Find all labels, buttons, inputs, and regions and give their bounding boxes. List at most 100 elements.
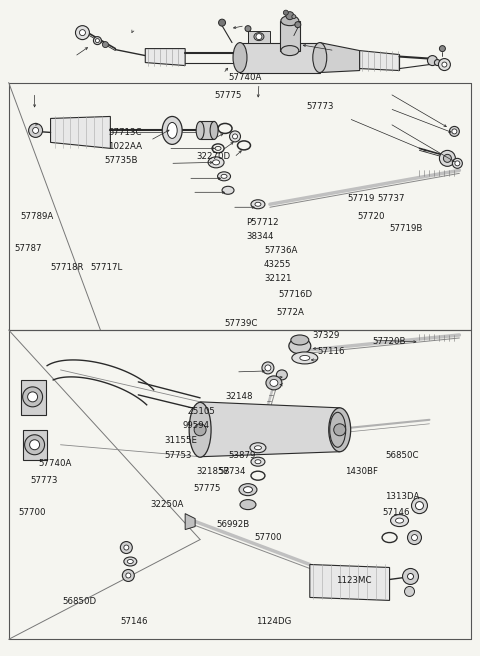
Ellipse shape [265, 365, 271, 371]
Text: 32270D: 32270D [196, 152, 230, 161]
Ellipse shape [291, 335, 309, 345]
Ellipse shape [313, 43, 327, 73]
Circle shape [80, 30, 85, 35]
Ellipse shape [240, 500, 256, 510]
Text: 57734: 57734 [218, 466, 246, 476]
Text: 1123MC: 1123MC [336, 577, 371, 585]
Text: 32250A: 32250A [150, 500, 184, 508]
Ellipse shape [243, 487, 252, 493]
Circle shape [403, 569, 419, 584]
Text: 57146: 57146 [383, 508, 410, 517]
Circle shape [442, 62, 447, 67]
Ellipse shape [329, 408, 351, 452]
Text: 53879: 53879 [228, 451, 255, 460]
Polygon shape [50, 117, 110, 148]
Ellipse shape [127, 560, 133, 564]
Polygon shape [240, 43, 320, 73]
Ellipse shape [262, 362, 274, 374]
Polygon shape [145, 49, 185, 66]
Circle shape [334, 424, 346, 436]
Circle shape [283, 10, 288, 15]
Ellipse shape [270, 379, 278, 386]
Ellipse shape [411, 498, 428, 514]
Text: 56992B: 56992B [216, 520, 249, 529]
Circle shape [194, 424, 206, 436]
Text: 1022AA: 1022AA [108, 142, 143, 152]
Text: 99594: 99594 [182, 420, 209, 430]
Polygon shape [310, 565, 390, 600]
Ellipse shape [229, 131, 240, 142]
Ellipse shape [162, 117, 182, 144]
Ellipse shape [292, 352, 318, 364]
Text: 57775: 57775 [214, 91, 241, 100]
Ellipse shape [124, 557, 137, 566]
Circle shape [455, 161, 460, 166]
Circle shape [96, 39, 99, 43]
Text: 57713C: 57713C [108, 129, 142, 137]
Circle shape [444, 154, 451, 162]
Ellipse shape [239, 483, 257, 496]
Polygon shape [320, 43, 360, 73]
Text: 57740A: 57740A [228, 73, 262, 81]
Ellipse shape [222, 186, 234, 194]
Text: 57787: 57787 [15, 244, 42, 253]
Text: 57789A: 57789A [21, 213, 54, 221]
Text: 57717L: 57717L [90, 263, 123, 272]
Text: 57718R: 57718R [50, 263, 84, 272]
Ellipse shape [255, 202, 261, 206]
Ellipse shape [281, 46, 299, 56]
Ellipse shape [391, 514, 408, 527]
Text: 57116: 57116 [318, 347, 345, 356]
Ellipse shape [213, 160, 219, 165]
Circle shape [122, 569, 134, 581]
Polygon shape [360, 51, 399, 71]
Ellipse shape [289, 338, 311, 354]
Polygon shape [200, 402, 340, 457]
Circle shape [286, 12, 294, 20]
Text: 31155E: 31155E [164, 436, 197, 445]
Ellipse shape [300, 356, 310, 360]
Polygon shape [248, 31, 270, 43]
Circle shape [120, 542, 132, 554]
Polygon shape [280, 20, 300, 51]
Text: 5772A: 5772A [276, 308, 304, 317]
Text: 32185B: 32185B [196, 466, 229, 476]
Circle shape [30, 440, 39, 450]
Circle shape [434, 60, 441, 66]
Ellipse shape [330, 413, 346, 447]
Ellipse shape [210, 121, 218, 140]
Ellipse shape [221, 174, 227, 178]
Circle shape [102, 41, 108, 48]
Text: 1313DA: 1313DA [384, 491, 419, 501]
Text: 57720: 57720 [358, 213, 385, 221]
Circle shape [449, 127, 459, 136]
Text: 57719B: 57719B [390, 224, 423, 234]
Text: 57737: 57737 [378, 194, 405, 203]
Polygon shape [21, 380, 46, 415]
Text: 56850D: 56850D [62, 598, 96, 606]
Text: 57739C: 57739C [224, 319, 257, 328]
Text: 56850C: 56850C [385, 451, 419, 460]
Circle shape [28, 392, 37, 402]
Ellipse shape [255, 460, 261, 464]
Ellipse shape [233, 43, 247, 73]
Text: 57720B: 57720B [372, 337, 406, 346]
Text: 57716D: 57716D [279, 290, 313, 299]
Text: 57700: 57700 [254, 533, 281, 542]
Ellipse shape [396, 518, 404, 523]
Circle shape [452, 129, 457, 134]
Text: 57700: 57700 [19, 508, 46, 517]
Ellipse shape [167, 123, 177, 138]
Ellipse shape [281, 16, 299, 26]
Text: 38344: 38344 [246, 232, 274, 241]
Ellipse shape [251, 200, 265, 209]
Text: 32121: 32121 [264, 274, 291, 283]
Circle shape [408, 573, 413, 579]
Text: 1124DG: 1124DG [256, 617, 291, 626]
Circle shape [33, 127, 38, 133]
Text: 57740A: 57740A [38, 459, 72, 468]
Circle shape [405, 586, 415, 596]
Text: 57719: 57719 [348, 194, 375, 203]
Text: 57773: 57773 [31, 476, 58, 485]
Ellipse shape [250, 443, 266, 453]
